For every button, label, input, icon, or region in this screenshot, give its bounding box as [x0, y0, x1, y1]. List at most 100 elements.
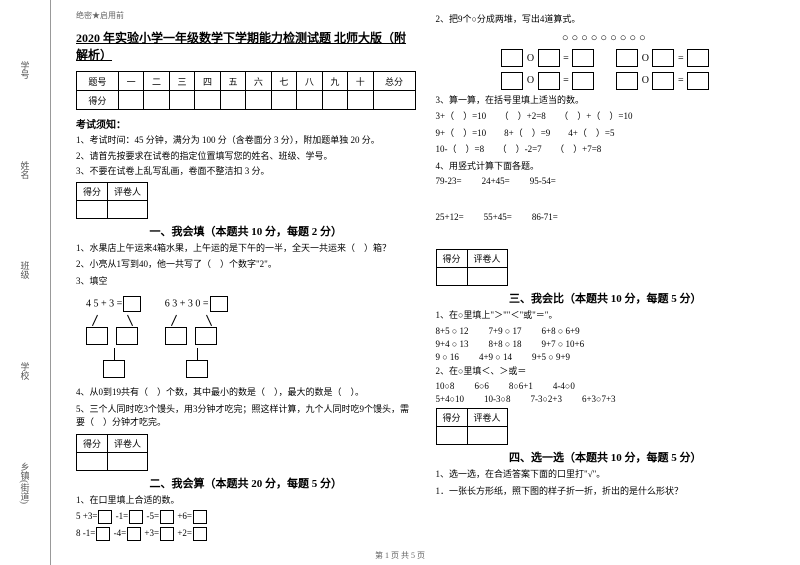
question: 4、从0到19共有（ ）个数，其中最小的数是（ ），最大的数是（ ）。 [76, 386, 416, 400]
score-cell[interactable] [220, 91, 245, 110]
tree-box[interactable] [186, 360, 208, 378]
grader-cell[interactable] [77, 452, 108, 470]
answer-box[interactable] [616, 72, 638, 90]
grader-table: 得分评卷人 [76, 182, 148, 219]
answer-box[interactable] [123, 296, 141, 312]
answer-box[interactable] [129, 510, 143, 524]
grader-cell[interactable] [436, 427, 467, 445]
score-header: 十 [348, 72, 373, 91]
answer-box[interactable] [160, 527, 174, 541]
grader-cell[interactable] [108, 452, 148, 470]
question: 3、算一算，在括号里填上适当的数。 [436, 94, 776, 108]
compare-item: 6+8 ○ 6+9 [542, 326, 580, 336]
page-footer: 第 1 页 共 5 页 [0, 550, 800, 561]
tree-box[interactable] [195, 327, 217, 345]
compare-item: 4+9 ○ 14 [479, 352, 512, 362]
grader-cell[interactable] [467, 427, 507, 445]
tree-expr-text: 6 3 + 3 0 = [165, 299, 209, 310]
answer-box[interactable] [96, 527, 110, 541]
answer-box[interactable] [652, 72, 674, 90]
score-header: 七 [271, 72, 296, 91]
question: 4、用竖式计算下面各题。 [436, 160, 776, 174]
score-cell[interactable] [297, 91, 322, 110]
question: 1、选一选，在合适答案下面的口里打"√"。 [436, 468, 776, 482]
binding-label: 姓名 [19, 161, 32, 179]
notice-heading: 考试须知： [76, 116, 416, 131]
calc-item: 79-23= [436, 176, 462, 186]
answer-box[interactable] [616, 49, 638, 67]
score-header: 九 [322, 72, 347, 91]
circle-row: ○○○○○○○○○ [436, 32, 776, 44]
answer-box[interactable] [652, 49, 674, 67]
grader-table: 得分评卷人 [76, 434, 148, 471]
score-cell[interactable] [169, 91, 194, 110]
answer-box[interactable] [210, 296, 228, 312]
score-cell[interactable] [118, 91, 143, 110]
score-header: 八 [297, 72, 322, 91]
compare-item: 7-3○2+3 [530, 394, 562, 404]
grader-cell[interactable] [108, 200, 148, 218]
answer-box[interactable] [98, 510, 112, 524]
score-cell[interactable] [322, 91, 347, 110]
compare-item: 8+8 ○ 18 [489, 339, 522, 349]
compare-item: 8+5 ○ 12 [436, 326, 469, 336]
eq-text: +2= [177, 528, 192, 538]
binding-margin: 学号 姓名 班级 学校 乡镇(街道) [0, 0, 51, 565]
score-cell[interactable] [144, 91, 169, 110]
tree-box[interactable] [165, 327, 187, 345]
answer-box[interactable] [538, 72, 560, 90]
calc-item: 24+45= [482, 176, 510, 186]
tree-box[interactable] [86, 327, 108, 345]
grader-cell[interactable] [436, 268, 467, 286]
tree-box[interactable] [103, 360, 125, 378]
answer-box[interactable] [687, 49, 709, 67]
answer-box[interactable] [687, 72, 709, 90]
secrecy-tag: 绝密★启用前 [76, 10, 416, 21]
score-header: 三 [169, 72, 194, 91]
answer-box[interactable] [572, 49, 594, 67]
answer-box[interactable] [572, 72, 594, 90]
calc-item: 86-71= [532, 212, 558, 222]
score-cell[interactable] [195, 91, 220, 110]
question: 2、把9个○分成两堆，写出4道算式。 [436, 13, 776, 27]
grader-table: 得分评卷人 [436, 408, 508, 445]
vertical-calc-row: 25+12=55+45=86-71= [436, 212, 776, 222]
calc-item: 25+12= [436, 212, 464, 222]
answer-box[interactable] [538, 49, 560, 67]
compare-item: 10-3○8 [484, 394, 510, 404]
grader-score-label: 得分 [77, 434, 108, 452]
grader-score-label: 得分 [77, 182, 108, 200]
compare-row: 9+4 ○ 138+8 ○ 189+7 ○ 10+6 [436, 339, 776, 349]
score-header: 六 [246, 72, 271, 91]
answer-box[interactable] [193, 510, 207, 524]
answer-box[interactable] [127, 527, 141, 541]
tree-box[interactable] [116, 327, 138, 345]
compare-item: 8○6+1 [509, 381, 533, 391]
score-header: 二 [144, 72, 169, 91]
grader-cell[interactable] [77, 200, 108, 218]
grader-cell[interactable] [467, 268, 507, 286]
section-3-title: 三、我会比（本题共 10 分，每题 5 分） [436, 290, 776, 306]
answer-box[interactable] [501, 49, 523, 67]
calc-item: 95-54= [530, 176, 556, 186]
calc-row: 3+（ ）=10 （ ）+2=8 （ ）+（ ）=10 [436, 110, 776, 124]
binding-label: 乡镇(街道) [19, 462, 32, 504]
question: 2、小亮从1写到40，他一共写了（ ）个数字"2"。 [76, 258, 416, 272]
answer-box[interactable] [193, 527, 207, 541]
answer-box[interactable] [160, 510, 174, 524]
score-cell[interactable] [373, 91, 415, 110]
score-cell[interactable] [246, 91, 271, 110]
notice-item: 1、考试时间：45 分钟，满分为 100 分（含卷面分 3 分），附加题单独 2… [76, 134, 416, 147]
score-header: 一 [118, 72, 143, 91]
binding-label: 班级 [19, 261, 32, 279]
eq-text: -4= [114, 528, 127, 538]
score-cell[interactable] [271, 91, 296, 110]
question: 1、水果店上午运来4箱水果，上午运的是下午的一半，全天一共运来（ ）箱？ [76, 242, 416, 256]
compare-row: 5+4○1010-3○87-3○2+36+3○7+3 [436, 394, 776, 404]
score-cell[interactable] [348, 91, 373, 110]
compare-item: 5+4○10 [436, 394, 465, 404]
score-header: 总分 [373, 72, 415, 91]
grader-name-label: 评卷人 [108, 182, 148, 200]
exam-title: 2020 年实验小学一年级数学下学期能力检测试题 北师大版（附解析） [76, 29, 416, 63]
answer-box[interactable] [501, 72, 523, 90]
